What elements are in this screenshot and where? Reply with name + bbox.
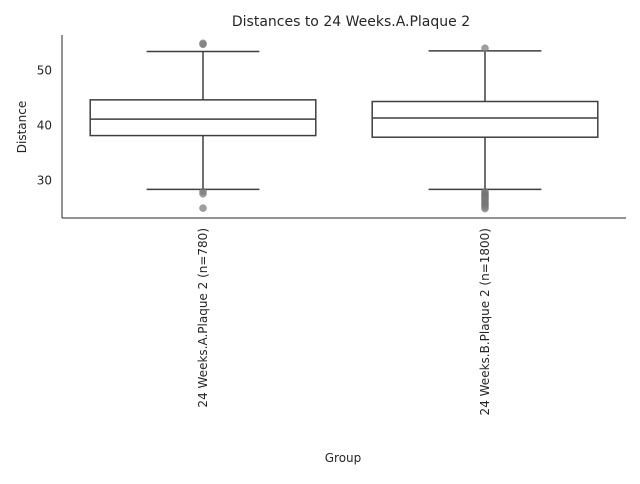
x-tick-label: 24 Weeks.B.Plaque 2 (n=1800) (478, 228, 492, 415)
outlier-point (199, 39, 207, 47)
y-tick-label: 30 (37, 174, 52, 188)
iqr-box (89, 99, 317, 137)
y-axis-label: Distance (15, 101, 29, 153)
box-group (371, 44, 599, 213)
box-group (89, 39, 317, 212)
chart-title: Distances to 24 Weeks.A.Plaque 2 (232, 14, 470, 30)
y-tick-label: 40 (37, 119, 52, 133)
outlier-point (199, 190, 207, 198)
y-tick-label: 50 (37, 64, 52, 78)
iqr-box (371, 100, 599, 138)
outlier-point (199, 204, 207, 212)
x-tick-label: 24 Weeks.A.Plaque 2 (n=780) (196, 228, 210, 408)
boxes-group (89, 39, 599, 213)
outlier-point (481, 204, 489, 213)
x-axis-label: Group (325, 451, 362, 465)
axes: 30 40 50 24 Weeks.A.Plaque 2 (n=780) 24 Week… (37, 35, 626, 415)
outlier-point (481, 44, 489, 52)
